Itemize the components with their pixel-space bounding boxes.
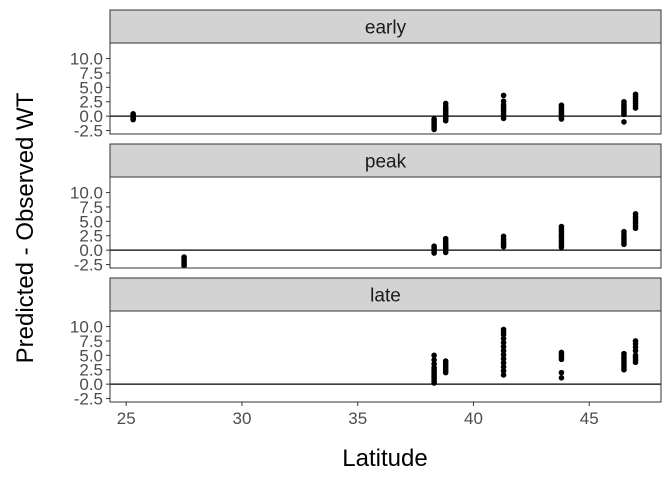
x-tick-label: 35	[348, 409, 367, 428]
x-tick-label: 40	[464, 409, 483, 428]
y-tick-label: 2.5	[79, 93, 103, 112]
y-tick-label: 5.0	[79, 212, 103, 231]
y-tick-label: -2.5	[74, 390, 103, 409]
y-tick-label: -2.5	[74, 256, 103, 275]
data-point	[632, 211, 639, 217]
data-point	[500, 347, 507, 354]
data-point	[500, 372, 507, 378]
data-point	[500, 92, 507, 99]
data-point	[632, 352, 639, 359]
y-tick-label: 2.5	[79, 227, 103, 246]
data-point	[500, 233, 507, 240]
y-tick-label: 10.0	[70, 318, 103, 337]
data-point	[500, 364, 507, 370]
data-point	[500, 368, 507, 374]
facet-early: early -2.50.02.55.07.510.0	[70, 9, 662, 141]
data-point	[558, 102, 565, 109]
facet-strip-label: early	[365, 18, 407, 39]
facet-strip	[109, 143, 662, 178]
data-point	[632, 338, 639, 344]
x-tick-label: 45	[580, 409, 599, 428]
data-point	[431, 243, 437, 249]
panel-frame	[109, 310, 662, 403]
y-tick-label: -2.5	[74, 122, 103, 141]
y-tick-label: 0.0	[79, 241, 103, 260]
data-point	[621, 119, 627, 125]
y-tick-label: 0.0	[79, 107, 103, 126]
y-tick-label: 0.0	[79, 375, 103, 394]
x-axis-title: Latitude	[342, 445, 427, 472]
panel-background	[110, 177, 661, 268]
data-point	[500, 98, 507, 104]
x-tick-label: 25	[117, 409, 136, 428]
data-point	[621, 350, 627, 357]
facet-strip-label: late	[370, 286, 401, 307]
data-point	[500, 356, 507, 362]
y-tick-label: 10.0	[70, 50, 103, 69]
facet-strip	[109, 277, 662, 312]
x-axis: 25 30 35 40 45	[117, 402, 599, 428]
data-point	[632, 91, 639, 98]
y-axis-title: Predicted - Observed WT	[12, 92, 39, 363]
facets-layer: early-2.50.02.55.07.510.0peak-2.50.02.55…	[70, 9, 662, 409]
panel-frame	[109, 176, 662, 269]
data-point	[442, 358, 449, 364]
data-point	[558, 375, 565, 381]
facet-strip-label: peak	[365, 152, 407, 173]
panel-frame	[109, 42, 662, 135]
data-point	[500, 335, 507, 342]
data-point	[621, 228, 627, 235]
data-point	[431, 116, 437, 122]
data-point	[431, 361, 437, 367]
data-point	[442, 100, 449, 107]
panel-background	[110, 43, 661, 134]
y-tick-label: 5.0	[79, 78, 103, 97]
data-point	[442, 235, 449, 242]
y-tick-label: 7.5	[79, 64, 103, 83]
data-point	[500, 326, 507, 333]
panel-background	[110, 311, 661, 402]
facet-late: late -2.50.02.55.07.510.0	[70, 277, 662, 409]
data-point	[558, 223, 565, 230]
y-tick-label: 7.5	[79, 198, 103, 217]
data-point	[500, 351, 507, 358]
data-point	[431, 352, 437, 359]
y-tick-label: 2.5	[79, 361, 103, 380]
facet-peak: peak -2.50.02.55.07.510.0	[70, 143, 662, 275]
y-tick-label: 5.0	[79, 346, 103, 365]
data-point	[130, 111, 136, 117]
data-point	[500, 343, 507, 350]
data-point	[500, 339, 507, 346]
y-tick-label: 7.5	[79, 332, 103, 351]
data-point	[558, 369, 565, 376]
data-point	[621, 98, 627, 105]
data-point	[558, 349, 565, 356]
facet-strip	[109, 9, 662, 44]
data-point	[500, 360, 507, 366]
x-tick-label: 30	[233, 409, 252, 428]
data-point	[181, 254, 187, 260]
data-point	[431, 357, 437, 363]
y-tick-label: 10.0	[70, 184, 103, 203]
